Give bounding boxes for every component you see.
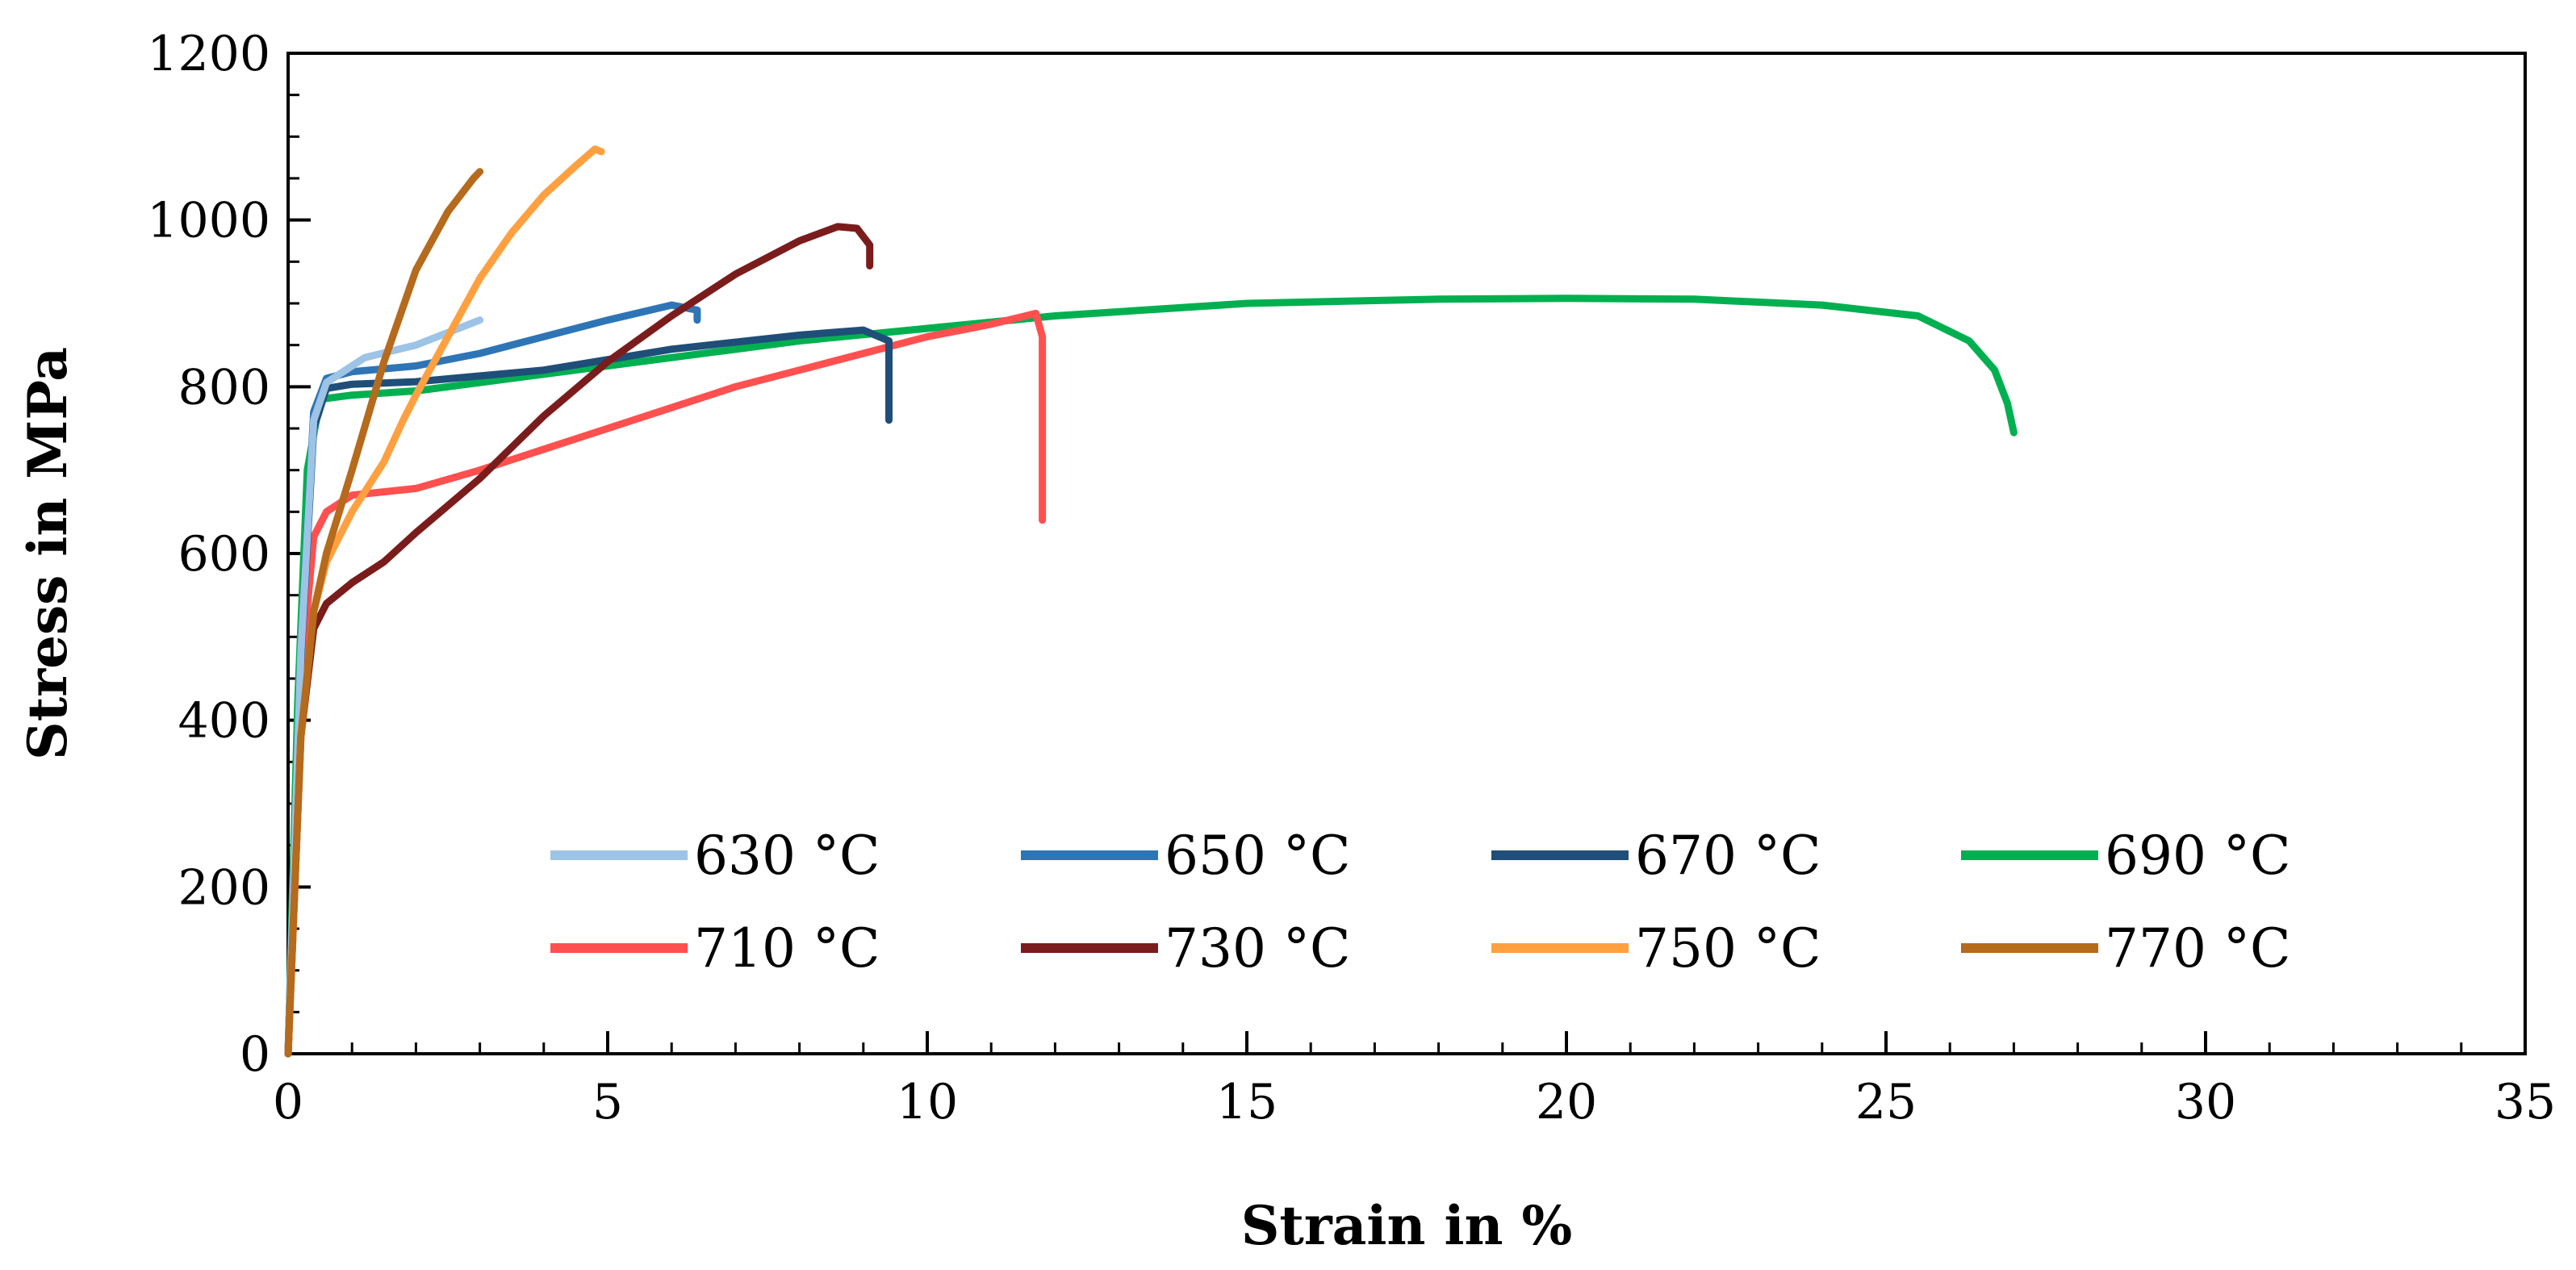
legend-label-650: 650 °C [1165,825,1350,887]
y-tick-label: 600 [178,526,270,583]
y-axis-ticks: 0 200 400 600 800 1000 1200 [147,26,311,1083]
x-tick-label: 15 [1216,1074,1278,1130]
series-line-690 [284,295,2018,1058]
series-line-710 [284,309,1047,1058]
x-tick-label: 35 [2494,1074,2556,1130]
series-line-770 [284,168,484,1058]
legend-label-670: 670 °C [1635,825,1821,887]
y-axis-title: Stress in MPa [16,347,79,760]
legend-label-750: 750 °C [1635,917,1821,980]
x-tick-label: 25 [1855,1074,1917,1130]
x-axis-ticks: 0 5 10 15 20 25 30 35 [273,1031,2556,1130]
x-tick-label: 5 [592,1074,623,1130]
legend-label-710: 710 °C [694,917,880,980]
y-tick-label: 400 [178,693,270,750]
series-line-730 [284,223,874,1058]
legend-label-730: 730 °C [1165,917,1350,980]
legend-label-770: 770 °C [2105,917,2290,980]
legend-label-630: 630 °C [694,825,880,887]
y-tick-label: 800 [178,359,270,416]
plot-area [286,52,2527,1055]
legend-label-690: 690 °C [2105,825,2290,887]
x-tick-label: 20 [1536,1074,1597,1130]
y-tick-label: 1000 [147,193,270,249]
legend: 630 °C 650 °C 670 °C 690 °C 710 °C 730 °C 750 … [550,825,2290,980]
y-tick-label: 200 [178,859,270,916]
y-tick-label: 0 [240,1026,270,1083]
series-lines [284,145,2018,1058]
x-tick-label: 0 [273,1074,303,1130]
series-line-630 [284,316,484,1058]
minor-ticks [288,94,2463,1054]
x-tick-label: 30 [2175,1074,2236,1130]
y-tick-label: 1200 [147,26,270,82]
x-tick-label: 10 [897,1074,958,1130]
x-axis-title: Strain in % [1241,1194,1572,1257]
